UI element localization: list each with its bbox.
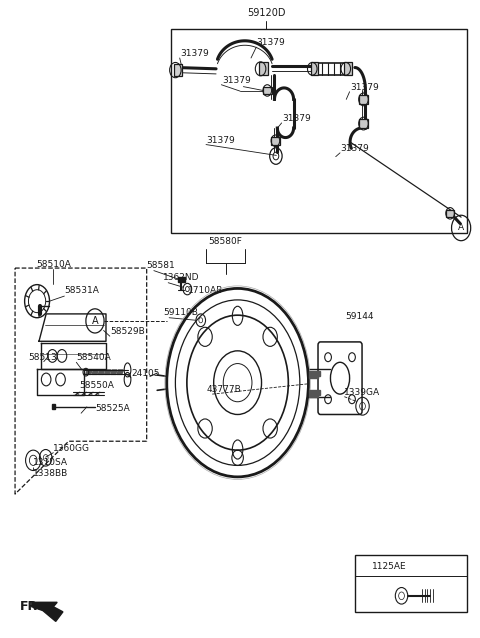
Text: 58529B: 58529B (110, 327, 144, 336)
Bar (174, 64, 181, 76)
Bar (259, 63, 268, 75)
Bar (170, 29, 468, 233)
Text: 1362ND: 1362ND (162, 273, 199, 282)
Text: 58531A: 58531A (64, 286, 99, 295)
Text: 59110B: 59110B (163, 308, 198, 317)
Polygon shape (117, 370, 123, 375)
Text: 58540A: 58540A (76, 353, 111, 362)
Text: 58513: 58513 (28, 353, 57, 362)
Polygon shape (178, 277, 185, 282)
Bar (359, 119, 368, 128)
Text: 31379: 31379 (180, 49, 209, 58)
Text: A: A (458, 223, 464, 232)
Polygon shape (52, 404, 55, 410)
Text: 1338BB: 1338BB (33, 469, 69, 478)
Text: 43777B: 43777B (206, 385, 241, 394)
Text: 24105: 24105 (131, 369, 159, 378)
Polygon shape (86, 370, 92, 375)
Text: 1710AB: 1710AB (188, 286, 224, 295)
Bar (355, 554, 468, 612)
Polygon shape (111, 370, 117, 375)
Polygon shape (32, 602, 63, 621)
Text: 1310SA: 1310SA (33, 457, 68, 466)
Text: FR.: FR. (20, 600, 43, 613)
Text: 31379: 31379 (340, 144, 369, 153)
Text: 58550A: 58550A (80, 382, 115, 390)
Text: 58510A: 58510A (36, 260, 71, 269)
Text: 1360GG: 1360GG (53, 443, 90, 453)
Bar (359, 95, 368, 104)
Bar (263, 87, 272, 94)
Text: 58581: 58581 (147, 261, 175, 270)
Text: 59144: 59144 (345, 312, 374, 321)
Text: A: A (92, 316, 98, 326)
Polygon shape (92, 370, 98, 375)
Polygon shape (310, 390, 320, 397)
Text: 1125AE: 1125AE (372, 562, 406, 571)
Polygon shape (105, 370, 111, 375)
Text: 31379: 31379 (282, 114, 311, 123)
Text: 58580F: 58580F (209, 237, 242, 246)
Text: 59120D: 59120D (247, 8, 286, 18)
Bar (446, 209, 455, 217)
Text: 31379: 31379 (206, 135, 235, 145)
Polygon shape (98, 370, 105, 375)
Text: 31379: 31379 (257, 38, 286, 47)
Bar (271, 137, 280, 145)
Polygon shape (310, 371, 320, 378)
Text: 58525A: 58525A (96, 404, 130, 413)
Bar (344, 63, 352, 75)
Text: 31379: 31379 (350, 83, 379, 92)
Text: 31379: 31379 (222, 76, 251, 85)
Bar (311, 63, 319, 75)
Text: 1339GA: 1339GA (344, 388, 381, 397)
